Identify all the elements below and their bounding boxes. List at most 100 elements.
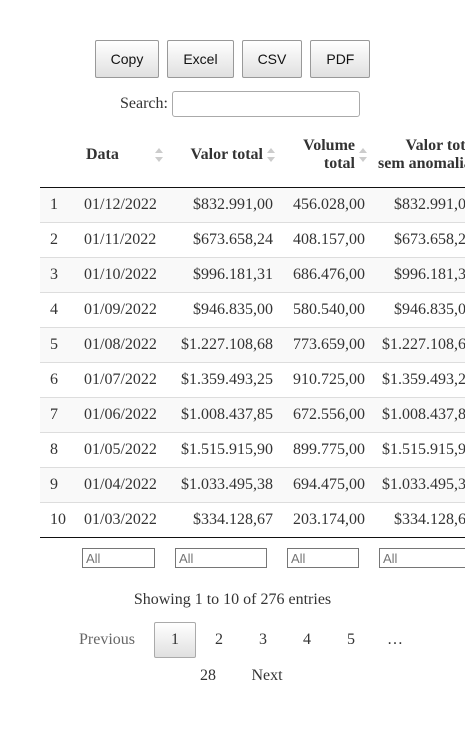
table-row: 10 01/03/2022 $334.128,67 203.174,00 $33…: [40, 502, 465, 538]
export-buttons: Copy Excel CSV PDF: [0, 40, 465, 78]
table-row: 3 01/10/2022 $996.181,31 686.476,00 $996…: [40, 257, 465, 293]
header-index: [40, 122, 76, 188]
filter-row: [40, 537, 465, 578]
cell-data: 01/05/2022: [76, 432, 169, 468]
pdf-button[interactable]: PDF: [310, 40, 371, 78]
pagination-page-2[interactable]: 2: [215, 631, 223, 648]
sort-icon: [359, 147, 367, 162]
cell-volume-total: 773.659,00: [281, 327, 373, 363]
table-row: 4 01/09/2022 $946.835,00 580.540,00 $946…: [40, 292, 465, 328]
row-index: 6: [40, 362, 76, 398]
row-index: 7: [40, 397, 76, 433]
cell-data: 01/03/2022: [76, 502, 169, 538]
cell-valor-sem-anomalias: $1.033.495,38: [373, 467, 465, 503]
cell-valor-sem-anomalias: $1.515.915,90: [373, 432, 465, 468]
cell-valor-total: $1.515.915,90: [169, 432, 281, 468]
filter-cell: [281, 537, 373, 578]
table-row: 7 01/06/2022 $1.008.437,85 672.556,00 $1…: [40, 397, 465, 433]
cell-data: 01/12/2022: [76, 187, 169, 223]
cell-valor-total: $673.658,24: [169, 222, 281, 258]
cell-data: 01/06/2022: [76, 397, 169, 433]
cell-data: 01/04/2022: [76, 467, 169, 503]
row-index: 5: [40, 327, 76, 363]
cell-valor-total: $1.033.495,38: [169, 467, 281, 503]
filter-volume-total-input[interactable]: [287, 548, 359, 568]
sort-icon: [267, 147, 275, 162]
cell-valor-sem-anomalias: $1.227.108,68: [373, 327, 465, 363]
filter-index: [40, 537, 76, 578]
table-row: 5 01/08/2022 $1.227.108,68 773.659,00 $1…: [40, 327, 465, 363]
cell-data: 01/10/2022: [76, 257, 169, 293]
copy-button[interactable]: Copy: [94, 40, 160, 78]
cell-volume-total: 580.540,00: [281, 292, 373, 328]
header-data[interactable]: Data: [76, 122, 169, 188]
filter-cell: [169, 537, 281, 578]
data-table-wrapper: Data Valor total Volume total Valor tota…: [40, 122, 465, 578]
cell-valor-total: $1.359.493,25: [169, 362, 281, 398]
data-table: Data Valor total Volume total Valor tota…: [40, 122, 465, 578]
cell-valor-total: $996.181,31: [169, 257, 281, 293]
cell-volume-total: 456.028,00: [281, 187, 373, 223]
pagination-previous[interactable]: Previous: [79, 631, 135, 648]
cell-volume-total: 408.157,00: [281, 222, 373, 258]
pagination-page-1[interactable]: 1: [154, 622, 196, 658]
row-index: 4: [40, 292, 76, 328]
pagination-next[interactable]: Next: [251, 667, 283, 684]
cell-volume-total: 686.476,00: [281, 257, 373, 293]
filter-valor-sem-input[interactable]: [379, 548, 465, 568]
cell-valor-total: $946.835,00: [169, 292, 281, 328]
cell-valor-sem-anomalias: $946.835,00: [373, 292, 465, 328]
table-row: 9 01/04/2022 $1.033.495,38 694.475,00 $1…: [40, 467, 465, 503]
cell-data: 01/09/2022: [76, 292, 169, 328]
header-volume-total[interactable]: Volume total: [281, 122, 373, 188]
excel-button[interactable]: Excel: [167, 40, 234, 78]
header-row: Data Valor total Volume total Valor tota…: [40, 122, 465, 188]
cell-valor-sem-anomalias: $832.991,00: [373, 187, 465, 223]
header-valor-total-label: Valor total: [190, 145, 263, 163]
header-valor-sem-label: Valor total sem anomalias: [378, 136, 465, 172]
filter-cell: [76, 537, 169, 578]
table-row: 8 01/05/2022 $1.515.915,90 899.775,00 $1…: [40, 432, 465, 468]
row-index: 2: [40, 222, 76, 258]
row-index: 9: [40, 467, 76, 503]
cell-valor-total: $1.008.437,85: [169, 397, 281, 433]
cell-volume-total: 910.725,00: [281, 362, 373, 398]
cell-valor-sem-anomalias: $673.658,24: [373, 222, 465, 258]
pagination-page-28[interactable]: 28: [200, 667, 216, 684]
row-index: 3: [40, 257, 76, 293]
pagination-page-3[interactable]: 3: [259, 631, 267, 648]
header-valor-sem-anomalias[interactable]: Valor total sem anomalias: [373, 122, 465, 188]
search-label: Search:: [120, 95, 168, 112]
table-row: 6 01/07/2022 $1.359.493,25 910.725,00 $1…: [40, 362, 465, 398]
pagination-page-4[interactable]: 4: [303, 631, 311, 648]
table-info: Showing 1 to 10 of 276 entries: [133, 591, 332, 608]
cell-volume-total: 672.556,00: [281, 397, 373, 433]
cell-valor-sem-anomalias: $1.359.493,25: [373, 362, 465, 398]
cell-valor-sem-anomalias: $1.008.437,85: [373, 397, 465, 433]
csv-button[interactable]: CSV: [241, 40, 303, 78]
table-row: 1 01/12/2022 $832.991,00 456.028,00 $832…: [40, 187, 465, 223]
pagination-page-5[interactable]: 5: [347, 631, 355, 648]
filter-cell: [373, 537, 465, 578]
table-row: 2 01/11/2022 $673.658,24 408.157,00 $673…: [40, 222, 465, 258]
header-volume-total-label: Volume total: [303, 136, 355, 172]
cell-valor-total: $832.991,00: [169, 187, 281, 223]
row-index: 1: [40, 187, 76, 223]
search-box: Search:: [120, 91, 360, 117]
header-data-label: Data: [86, 145, 119, 163]
filter-data-input[interactable]: [82, 548, 155, 568]
header-valor-total[interactable]: Valor total: [169, 122, 281, 188]
pagination-ellipsis: …: [387, 631, 403, 648]
row-index: 8: [40, 432, 76, 468]
row-index: 10: [40, 502, 76, 538]
filter-valor-total-input[interactable]: [175, 548, 267, 568]
sort-icon: [155, 147, 163, 162]
cell-data: 01/08/2022: [76, 327, 169, 363]
cell-valor-total: $334.128,67: [169, 502, 281, 538]
cell-valor-sem-anomalias: $996.181,31: [373, 257, 465, 293]
cell-volume-total: 694.475,00: [281, 467, 373, 503]
search-input[interactable]: [171, 91, 360, 117]
cell-valor-total: $1.227.108,68: [169, 327, 281, 363]
cell-volume-total: 899.775,00: [281, 432, 373, 468]
cell-valor-sem-anomalias: $334.128,67: [373, 502, 465, 538]
